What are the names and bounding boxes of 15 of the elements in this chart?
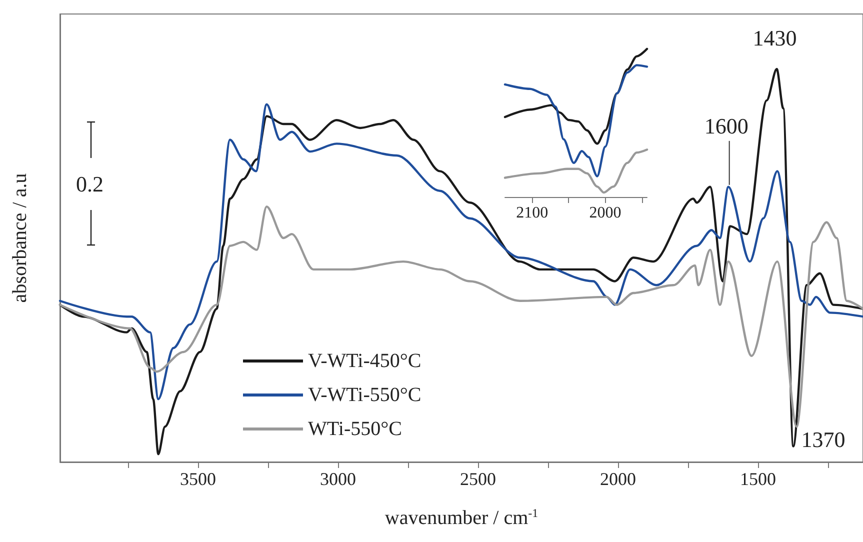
x-tick-label: 3000 xyxy=(320,469,356,489)
legend-label: WTi-550°C xyxy=(308,418,402,440)
legend-label: V-WTi-550°C xyxy=(308,384,422,406)
legend-label: V-WTi-450°C xyxy=(308,350,422,372)
x-tick-label: 2000 xyxy=(589,204,622,222)
x-tick-label: 2100 xyxy=(516,204,548,222)
x-tick-label: 1500 xyxy=(740,469,776,489)
x-tick-label: 3500 xyxy=(180,469,216,489)
x-tick-label: 2500 xyxy=(460,469,496,489)
x-tick-label: 2000 xyxy=(600,469,636,489)
annotation: 1430 xyxy=(752,26,797,51)
annotation: 0.2 xyxy=(76,172,104,196)
annotation: 1600 xyxy=(704,113,748,138)
annotation: 1370 xyxy=(801,426,846,452)
y-axis-title: absorbance / a.u xyxy=(9,173,31,303)
